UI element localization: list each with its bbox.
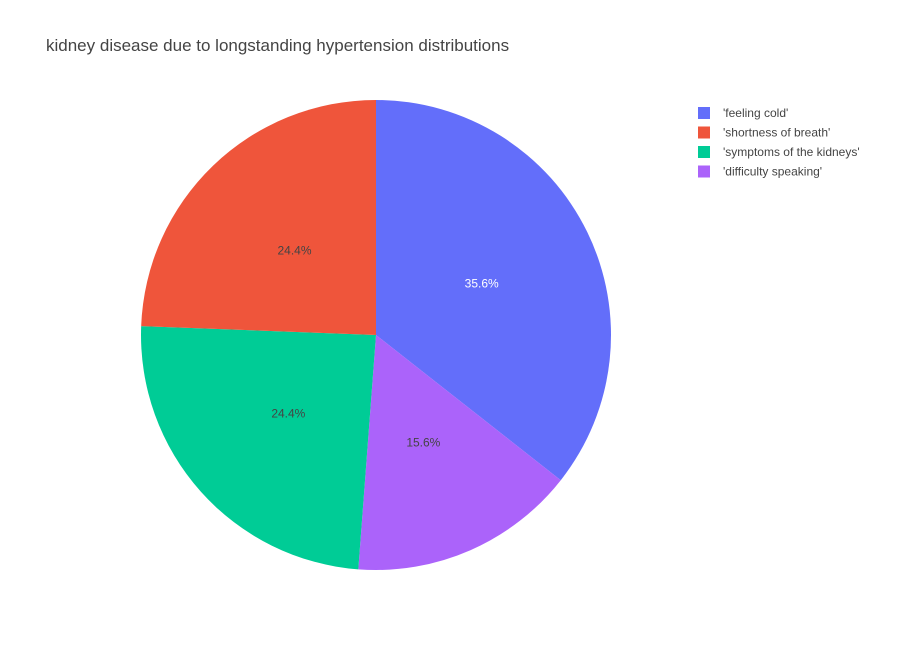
legend-label: 'shortness of breath': [723, 126, 830, 140]
slice-label-symptoms-of-the-kidneys: 24.4%: [271, 406, 305, 420]
pie-slice-shortness-of-breath: [141, 100, 376, 335]
pie-slice-labels: 35.6% 15.6% 24.4% 24.4%: [271, 243, 499, 449]
slice-label-shortness-of-breath: 24.4%: [277, 243, 311, 257]
legend-item-symptoms-of-the-kidneys[interactable]: 'symptoms of the kidneys': [698, 145, 860, 159]
legend-item-shortness-of-breath[interactable]: 'shortness of breath': [698, 126, 830, 140]
slice-label-difficulty-speaking: 15.6%: [406, 436, 440, 450]
legend: 'feeling cold' 'shortness of breath' 'symp…: [698, 106, 860, 179]
legend-label: 'difficulty speaking': [723, 165, 822, 179]
legend-label: 'symptoms of the kidneys': [723, 145, 860, 159]
legend-item-feeling-cold[interactable]: 'feeling cold': [698, 106, 788, 120]
slice-label-feeling-cold: 35.6%: [465, 277, 499, 291]
pie-slice-feeling-cold: [376, 100, 611, 481]
pie-slices: [140, 100, 611, 571]
legend-swatch: [698, 126, 710, 139]
pie-slice-symptoms-of-the-kidneys: [140, 326, 376, 570]
legend-swatch: [698, 107, 710, 119]
pie-slice-difficulty-speaking: [358, 335, 561, 571]
legend-item-difficulty-speaking[interactable]: 'difficulty speaking': [698, 165, 822, 179]
legend-swatch: [698, 146, 710, 158]
legend-label: 'feeling cold': [723, 106, 788, 120]
legend-swatch: [698, 165, 710, 178]
chart-title: kidney disease due to longstanding hyper…: [46, 36, 509, 55]
